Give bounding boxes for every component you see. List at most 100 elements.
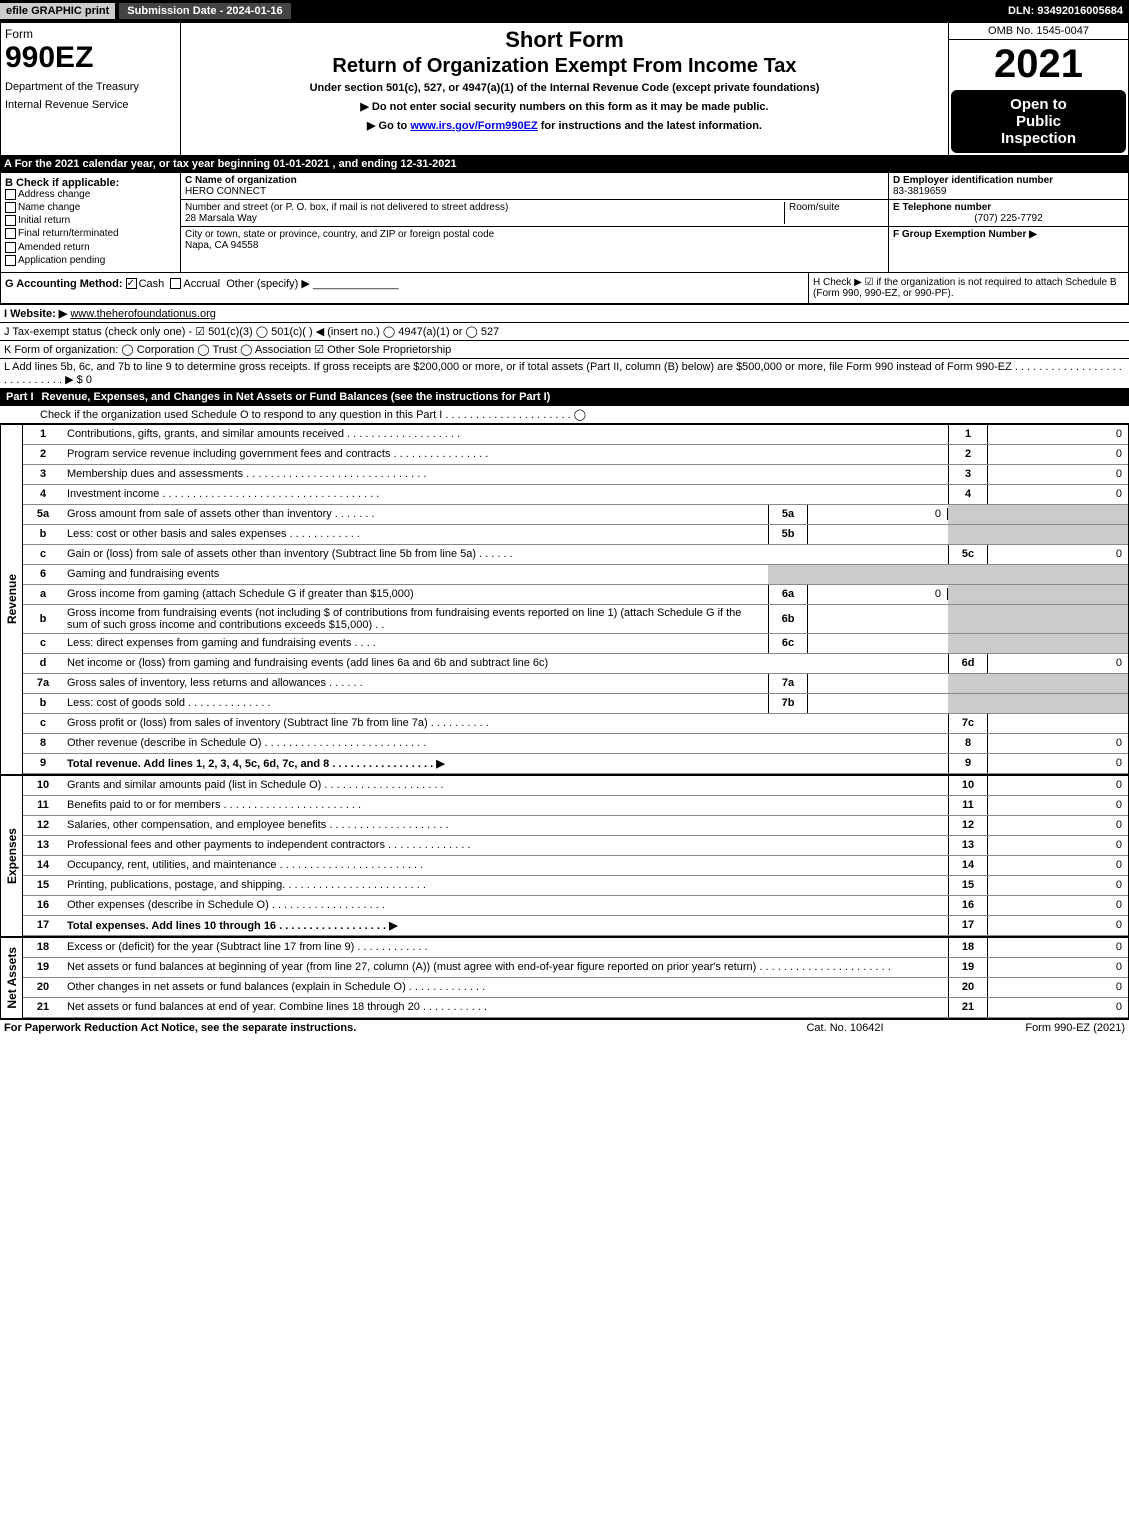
omb-number: OMB No. 1545-0047	[949, 23, 1128, 40]
ein-label: D Employer identification number	[893, 175, 1053, 186]
g-label: G Accounting Method:	[5, 278, 123, 290]
b-title: B Check if applicable:	[5, 177, 176, 189]
tel-value: (707) 225-7792	[893, 213, 1124, 224]
line-l: L Add lines 5b, 6c, and 7b to line 9 to …	[0, 358, 1129, 388]
chk-final-return: Final return/terminated	[5, 228, 176, 239]
header-right: OMB No. 1545-0047 2021 Open to Public In…	[948, 23, 1128, 155]
instr-ssn: ▶ Do not enter social security numbers o…	[185, 100, 944, 113]
form-number: 990EZ	[5, 41, 176, 75]
g-cash: Cash	[139, 278, 165, 290]
line-9: 9Total revenue. Add lines 1, 2, 3, 4, 5c…	[23, 754, 1128, 774]
footer-right: Form 990-EZ (2021)	[945, 1022, 1125, 1034]
addr-label: Number and street (or P. O. box, if mail…	[185, 202, 508, 213]
line-7a: 7aGross sales of inventory, less returns…	[23, 674, 1128, 694]
footer-cat: Cat. No. 10642I	[745, 1022, 945, 1034]
chk-accrual	[170, 278, 181, 289]
line-5c: cGain or (loss) from sale of assets othe…	[23, 545, 1128, 565]
line-a: A For the 2021 calendar year, or tax yea…	[0, 156, 1129, 172]
org-name: HERO CONNECT	[185, 186, 266, 197]
open-to-public: Open to Public Inspection	[951, 90, 1126, 153]
line-6b: bGross income from fundraising events (n…	[23, 605, 1128, 634]
header-left: Form 990EZ Department of the Treasury In…	[1, 23, 181, 155]
block-b-c-d: B Check if applicable: Address change Na…	[0, 172, 1129, 273]
line-5a: 5aGross amount from sale of assets other…	[23, 505, 1128, 525]
revenue-side-label: Revenue	[1, 425, 23, 774]
c-city-row: City or town, state or province, country…	[181, 227, 888, 253]
form-label: Form	[5, 27, 176, 41]
d-ein: D Employer identification number 83-3819…	[889, 173, 1128, 200]
line-19: 19Net assets or fund balances at beginni…	[23, 958, 1128, 978]
subtitle: Under section 501(c), 527, or 4947(a)(1)…	[185, 82, 944, 94]
line-6a: aGross income from gaming (attach Schedu…	[23, 585, 1128, 605]
net-assets-side-label: Net Assets	[1, 938, 23, 1018]
dln: DLN: 93492016005684	[1008, 5, 1129, 17]
c-name-label: C Name of organization	[185, 175, 297, 186]
dept-treasury: Department of the Treasury	[5, 81, 176, 93]
line-21: 21Net assets or fund balances at end of …	[23, 998, 1128, 1018]
line-16: 16Other expenses (describe in Schedule O…	[23, 896, 1128, 916]
chk-address-change: Address change	[5, 189, 176, 200]
line-15: 15Printing, publications, postage, and s…	[23, 876, 1128, 896]
efile-print-link[interactable]: efile GRAPHIC print	[0, 3, 115, 19]
line-5b: bLess: cost or other basis and sales exp…	[23, 525, 1128, 545]
open3: Inspection	[957, 130, 1120, 147]
open1: Open to	[957, 96, 1120, 113]
g-accounting: G Accounting Method: Cash Accrual Other …	[1, 273, 808, 303]
line-1: 1Contributions, gifts, grants, and simil…	[23, 425, 1128, 445]
instr-post: for instructions and the latest informat…	[538, 120, 762, 132]
line-4: 4Investment income . . . . . . . . . . .…	[23, 485, 1128, 505]
e-telephone: E Telephone number (707) 225-7792	[889, 200, 1128, 227]
top-bar: efile GRAPHIC print Submission Date - 20…	[0, 0, 1129, 22]
line-10: 10Grants and similar amounts paid (list …	[23, 776, 1128, 796]
part-i-label: Part I	[6, 391, 34, 403]
instr-pre: ▶ Go to	[367, 120, 410, 132]
chk-name-change: Name change	[5, 202, 176, 213]
line-20: 20Other changes in net assets or fund ba…	[23, 978, 1128, 998]
line-13: 13Professional fees and other payments t…	[23, 836, 1128, 856]
website-value: www.theherofoundationus.org	[70, 308, 216, 320]
header-mid: Short Form Return of Organization Exempt…	[181, 23, 948, 155]
c-addr-row: Number and street (or P. O. box, if mail…	[181, 200, 888, 227]
line-3: 3Membership dues and assessments . . . .…	[23, 465, 1128, 485]
line-j: J Tax-exempt status (check only one) - ☑…	[0, 322, 1129, 340]
g-accrual: Accrual	[183, 278, 220, 290]
line-6d: dNet income or (loss) from gaming and fu…	[23, 654, 1128, 674]
line-14: 14Occupancy, rent, utilities, and mainte…	[23, 856, 1128, 876]
line-11: 11Benefits paid to or for members . . . …	[23, 796, 1128, 816]
dept-irs: Internal Revenue Service	[5, 99, 176, 111]
irs-link[interactable]: www.irs.gov/Form990EZ	[410, 120, 537, 132]
open2: Public	[957, 113, 1120, 130]
chk-application-pending: Application pending	[5, 255, 176, 266]
org-address: 28 Marsala Way	[185, 213, 257, 224]
expenses-section: Expenses 10Grants and similar amounts pa…	[0, 775, 1129, 937]
tax-year: 2021	[949, 40, 1128, 88]
line-6c: cLess: direct expenses from gaming and f…	[23, 634, 1128, 654]
revenue-section: Revenue 1Contributions, gifts, grants, a…	[0, 424, 1129, 775]
line-17: 17Total expenses. Add lines 10 through 1…	[23, 916, 1128, 936]
page-footer: For Paperwork Reduction Act Notice, see …	[0, 1019, 1129, 1036]
line-7b: bLess: cost of goods sold . . . . . . . …	[23, 694, 1128, 714]
f-group-exemption: F Group Exemption Number ▶	[889, 227, 1128, 242]
footer-left: For Paperwork Reduction Act Notice, see …	[4, 1022, 745, 1034]
form-header: Form 990EZ Department of the Treasury In…	[0, 22, 1129, 156]
line-6: 6Gaming and fundraising events	[23, 565, 1128, 585]
line-7c: cGross profit or (loss) from sales of in…	[23, 714, 1128, 734]
part-i-header: Part I Revenue, Expenses, and Changes in…	[0, 388, 1129, 406]
net-assets-section: Net Assets 18Excess or (deficit) for the…	[0, 937, 1129, 1019]
line-i: I Website: ▶ www.theherofoundationus.org	[0, 304, 1129, 322]
line-8: 8Other revenue (describe in Schedule O) …	[23, 734, 1128, 754]
col-b: B Check if applicable: Address change Na…	[1, 173, 181, 272]
chk-cash	[126, 278, 137, 289]
h-schedule-b: H Check ▶ ☑ if the organization is not r…	[808, 273, 1128, 303]
c-name-row: C Name of organization HERO CONNECT	[181, 173, 888, 200]
title-return: Return of Organization Exempt From Incom…	[185, 55, 944, 78]
title-short-form: Short Form	[185, 27, 944, 53]
col-c: C Name of organization HERO CONNECT Numb…	[181, 173, 888, 272]
part-i-check: Check if the organization used Schedule …	[0, 406, 1129, 424]
ein-value: 83-3819659	[893, 186, 946, 197]
tel-label: E Telephone number	[893, 202, 991, 213]
line-2: 2Program service revenue including gover…	[23, 445, 1128, 465]
expenses-side-label: Expenses	[1, 776, 23, 936]
part-i-title: Revenue, Expenses, and Changes in Net As…	[42, 391, 551, 403]
line-k: K Form of organization: ◯ Corporation ◯ …	[0, 340, 1129, 358]
